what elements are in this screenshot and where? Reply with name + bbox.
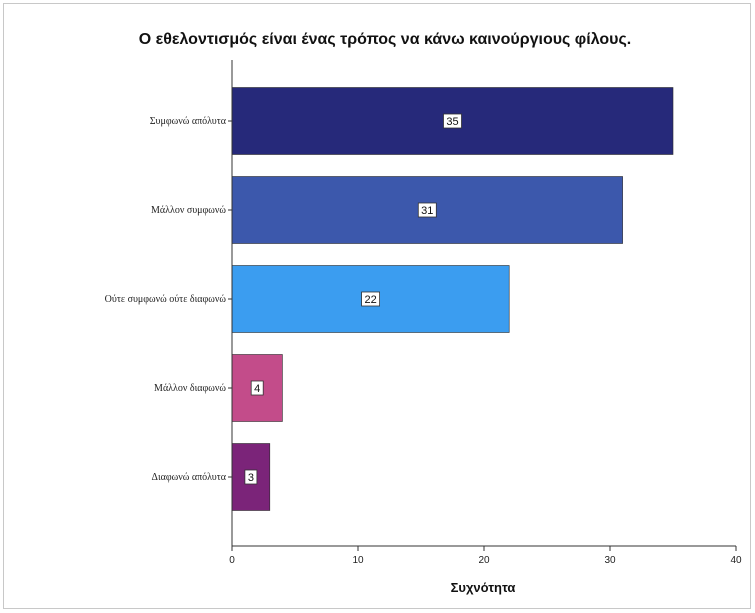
data-label-box-3: [361, 291, 381, 307]
category-label-3: Ούτε συμφωνώ ούτε διαφωνώ: [105, 294, 227, 305]
data-label-2: 31: [421, 205, 433, 217]
data-label-box-4: [250, 380, 264, 396]
data-label-box-2: [417, 202, 437, 218]
data-label-box-5: [244, 469, 258, 485]
bar-4: [231, 354, 283, 422]
category-label-1: Συμφωνώ απόλυτα: [150, 116, 227, 127]
category-label-4: Μάλλον διαφωνώ: [154, 383, 226, 394]
data-label-1: 35: [446, 116, 458, 128]
data-label-box-1: [443, 113, 462, 129]
x-tick-label-4: 30: [604, 555, 616, 566]
x-tick-label-1: 0: [229, 555, 235, 566]
data-label-4: 4: [254, 383, 260, 395]
x-tick-label-5: 40: [730, 555, 742, 566]
data-label-3: 22: [364, 294, 376, 306]
x-tick-label-2: 10: [352, 555, 364, 566]
chart-title: Ο εθελοντισμός είναι ένας τρόπος να κάνω…: [139, 31, 632, 48]
x-axis-label: Συχνότητα: [451, 580, 516, 595]
category-label-2: Μάλλον συμφωνώ: [151, 205, 226, 216]
category-label-5: Διαφωνώ απόλυτα: [152, 472, 227, 483]
data-label-5: 3: [248, 472, 254, 484]
x-tick-label-3: 20: [478, 555, 490, 566]
